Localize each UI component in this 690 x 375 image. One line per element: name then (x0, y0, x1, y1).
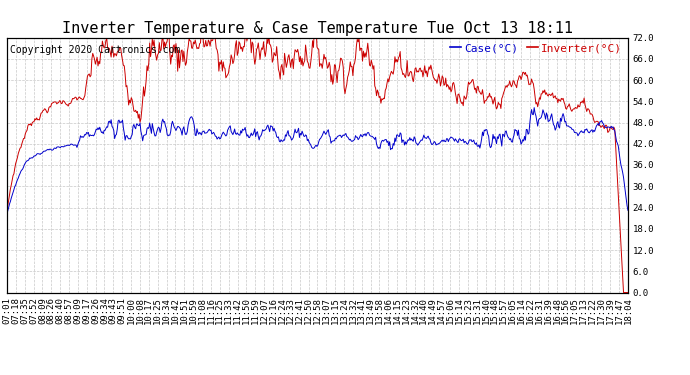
Text: Copyright 2020 Cartronics.com: Copyright 2020 Cartronics.com (10, 45, 180, 55)
Legend: Case(°C), Inverter(°C): Case(°C), Inverter(°C) (450, 43, 622, 53)
Title: Inverter Temperature & Case Temperature Tue Oct 13 18:11: Inverter Temperature & Case Temperature … (62, 21, 573, 36)
